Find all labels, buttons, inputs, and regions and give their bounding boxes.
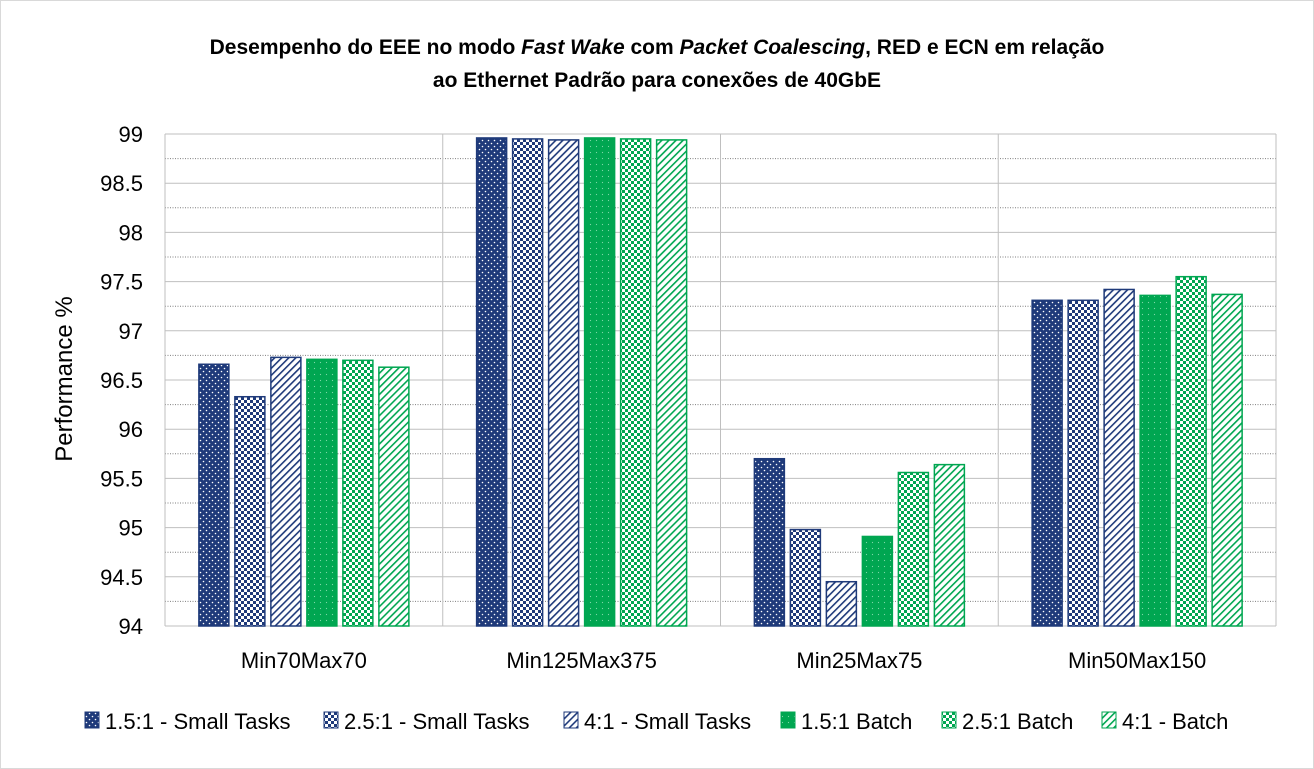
chart-title-segment: Packet Coalescing: [680, 36, 866, 59]
bar-2-2: [825, 580, 858, 627]
bar-3-5: [1211, 293, 1243, 627]
x-category-label: Min25Max75: [796, 648, 922, 673]
y-tick-label: 94: [119, 614, 143, 639]
legend-swatch: [323, 711, 339, 729]
y-axis-ticks: 94 94.5 95 95.5 96 96.5 97 97.5 98 98.5 99: [100, 122, 143, 639]
y-tick-label: 97: [119, 319, 143, 344]
bar-0-0: [198, 363, 230, 627]
bar-3-0: [1031, 299, 1063, 627]
legend-swatch: [84, 711, 100, 729]
bar-2-3: [861, 535, 894, 627]
bar-3-1: [1067, 299, 1099, 627]
chart-title-segment: Fast Wake: [521, 36, 625, 59]
bar-0-4: [342, 359, 374, 627]
bar-1-1: [511, 138, 544, 627]
x-category-label: Min70Max70: [241, 648, 367, 673]
y-tick-label: 98: [119, 220, 143, 245]
y-axis-title: Performance %: [51, 296, 78, 461]
y-tick-label: 95.5: [100, 466, 143, 491]
bar-3-2: [1103, 288, 1135, 627]
y-tick-label: 96: [119, 417, 143, 442]
legend-swatch: [780, 711, 796, 729]
bar-0-2: [270, 356, 302, 627]
bar-1-0: [475, 137, 508, 627]
legend-swatch: [941, 711, 957, 729]
x-category-label: Min125Max375: [506, 648, 656, 673]
bar-0-3: [306, 358, 338, 627]
chart-title-segment: com: [625, 36, 680, 59]
bar-0-5: [378, 366, 410, 627]
legend: 1.5:1 - Small Tasks 2.5:1 - Small Tasks 4:…: [84, 709, 1228, 734]
bar-3-4: [1175, 275, 1207, 627]
legend-swatch: [1101, 711, 1117, 729]
y-tick-label: 95: [119, 516, 143, 541]
y-tick-label: 96.5: [100, 368, 143, 393]
y-tick-label: 99: [119, 122, 143, 147]
bar-1-4: [619, 138, 652, 627]
legend-label: 2.5:1 Batch: [962, 709, 1073, 734]
x-axis-categories: Min70Max70 Min125Max375 Min25Max75 Min50Max…: [241, 648, 1206, 673]
legend-label: 2.5:1 - Small Tasks: [344, 709, 529, 734]
y-tick-label: 94.5: [100, 565, 143, 590]
bar-1-5: [655, 139, 688, 627]
bar-0-1: [234, 395, 266, 627]
y-tick-label: 97.5: [100, 270, 143, 295]
bars: [198, 137, 1243, 627]
legend-label: 1.5:1 Batch: [801, 709, 912, 734]
bar-2-1: [789, 528, 822, 627]
legend-label: 4:1 - Small Tasks: [584, 709, 751, 734]
bar-1-3: [583, 137, 616, 627]
chart-title-line-1: Desempenho do EEE no modo Fast Wake com …: [210, 36, 1105, 59]
chart-title-line-2: ao Ethernet Padrão para conexões de 40Gb…: [433, 69, 881, 92]
bar-2-4: [897, 471, 930, 627]
chart-title-segment: Desempenho do EEE no modo: [210, 36, 522, 59]
bar-2-5: [933, 463, 966, 627]
legend-label: 1.5:1 - Small Tasks: [105, 709, 290, 734]
y-tick-label: 98.5: [100, 171, 143, 196]
chart-title-segment: , RED e ECN em relação: [865, 36, 1104, 59]
x-category-label: Min50Max150: [1068, 648, 1206, 673]
bar-1-2: [547, 139, 580, 627]
bar-2-0: [753, 457, 786, 627]
legend-swatch: [563, 711, 579, 729]
bar-3-3: [1139, 294, 1171, 627]
legend-label: 4:1 - Batch: [1122, 709, 1228, 734]
chart-title: Desempenho do EEE no modo Fast Wake com …: [210, 36, 1105, 92]
